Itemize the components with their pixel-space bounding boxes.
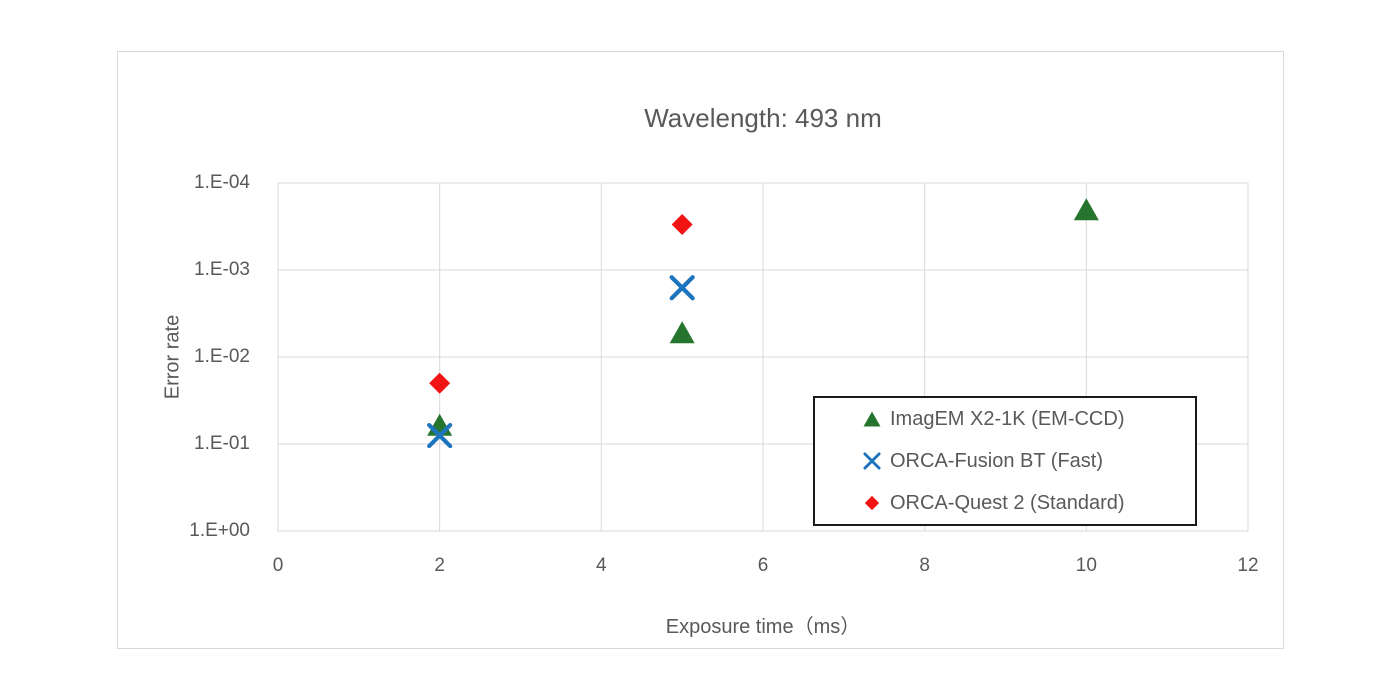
marker-x [669,275,695,301]
x-tick-label: 8 [919,555,930,576]
y-tick-label: 1.E-01 [194,433,250,454]
legend-label: ImagEM X2-1K (EM-CCD) [890,407,1125,430]
marker-diamond [429,372,451,394]
marker-x [863,452,881,470]
y-tick-label: 1.E-03 [194,259,250,280]
marker-diamond [671,214,693,236]
marker-triangle [863,411,881,427]
x-tick-label: 10 [1075,555,1097,576]
marker-triangle [1073,198,1099,221]
marker-x [427,422,453,449]
legend: ImagEM X2-1K (EM-CCD) ORCA-Fusion BT (Fas… [813,396,1197,526]
y-tick-label: 1.E+00 [189,520,250,541]
legend-x-icon [863,452,881,470]
legend-item: ORCA-Fusion BT (Fast) [861,450,1195,473]
x-tick-label: 6 [757,555,769,576]
marker-diamond [864,495,880,511]
x-tick-label: 2 [434,555,445,576]
legend-diamond-icon [864,495,880,511]
x-axis-title: Exposure time（ms） [665,616,861,638]
y-tick-label: 1.E-02 [194,346,250,367]
chart-frame [117,51,1284,649]
x-tick-label: 0 [272,555,284,576]
plot-border [277,182,1249,532]
legend-label: ORCA-Fusion BT (Fast) [890,449,1103,472]
legend-label: ORCA-Quest 2 (Standard) [890,491,1125,514]
y-tick-label: 1.E-04 [194,172,250,193]
chart-title: Wavelength: 493 nm [644,103,882,133]
marker-triangle [669,321,695,344]
x-tick-label: 12 [1237,555,1259,576]
legend-item: ImagEM X2-1K (EM-CCD) [861,408,1195,431]
legend-triangle-icon [863,411,881,427]
legend-item: ORCA-Quest 2 (Standard) [861,492,1195,515]
x-tick-label: 4 [596,555,607,576]
